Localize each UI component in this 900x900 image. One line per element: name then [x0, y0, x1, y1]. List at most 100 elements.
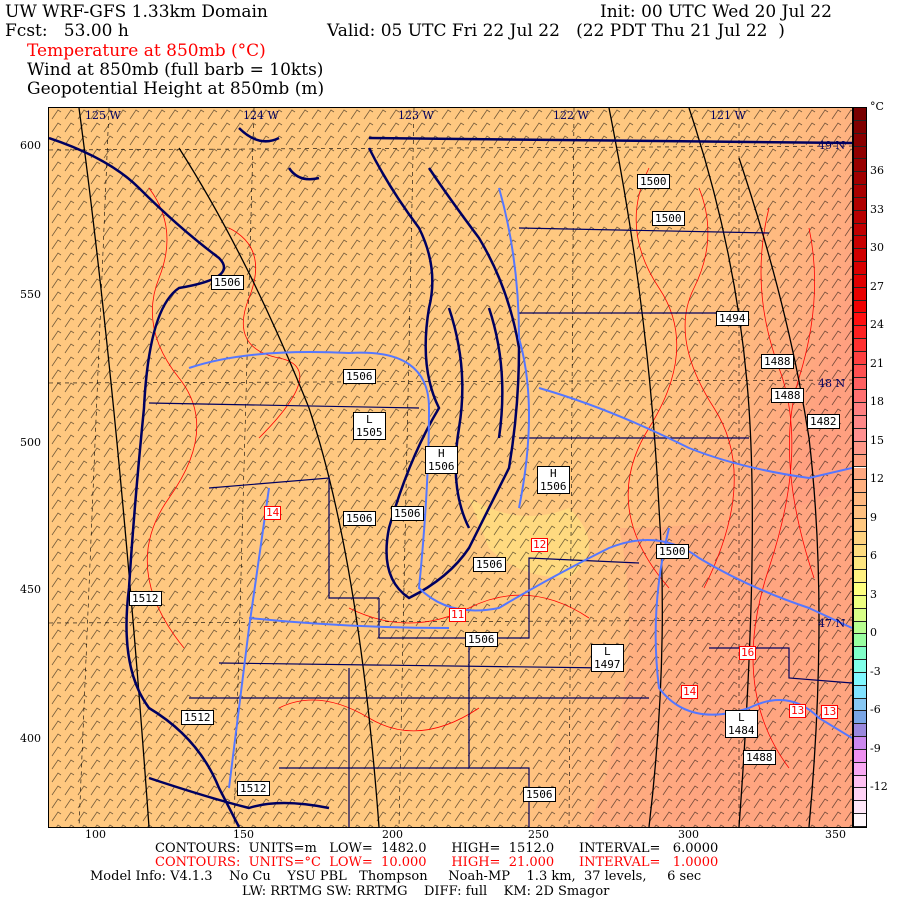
- colorbar-box: [854, 506, 866, 519]
- height-contour-label: 1506: [391, 506, 424, 521]
- colorbar-box: [854, 416, 866, 429]
- colorbar-box: [854, 120, 866, 134]
- colorbar-box: [854, 749, 866, 763]
- temperature-contour-label: 12: [531, 538, 549, 552]
- county-lines: [148, 227, 853, 827]
- colorbar-box: [854, 775, 866, 789]
- colorbar-box: [854, 814, 866, 827]
- colorbar-box: [854, 737, 866, 750]
- model-info-physics: LW: RRTMG SW: RRTMG DIFF: full KM: 2D Sm…: [242, 884, 610, 899]
- height-contour-label: 1506: [343, 369, 376, 384]
- height-contour-info: CONTOURS: UNITS=m LOW= 1482.0 HIGH= 1512…: [155, 841, 719, 856]
- height-contour-label: 1488: [761, 354, 794, 369]
- colorbar-box: [854, 133, 866, 147]
- colorbar-box: [854, 518, 866, 532]
- height-contour-label: 1500: [652, 211, 685, 226]
- colorbar-box: [854, 403, 866, 417]
- colorbar-box: [854, 146, 866, 160]
- colorbar-box: [854, 698, 866, 712]
- x-tick: 250: [528, 828, 549, 841]
- colorbar-box: [854, 236, 866, 250]
- colorbar-box: [854, 287, 866, 301]
- y-tick: 500: [20, 436, 41, 449]
- height-contour-label: 1506: [465, 632, 498, 647]
- colorbar-box: [854, 570, 866, 584]
- colorbar-box: [854, 724, 866, 738]
- colorbar-box: [854, 801, 866, 815]
- colorbar-box: [854, 351, 866, 365]
- temperature-contour-label: 11: [449, 608, 467, 622]
- colorbar-box: [854, 159, 866, 173]
- colorbar-label: 15: [870, 433, 884, 447]
- colorbar-box: [854, 300, 866, 314]
- colorbar-box: [854, 210, 866, 224]
- colorbar-box: [854, 672, 866, 686]
- colorbar-box: [854, 711, 866, 725]
- lat-label: 47 N: [818, 617, 846, 630]
- height-contour-label: 1512: [237, 781, 270, 796]
- colorbar-box: [854, 621, 866, 635]
- height-contour-label: 1506: [523, 787, 556, 802]
- lat-label: 49 N: [818, 139, 846, 152]
- height-contour-label: L 1505: [353, 412, 386, 440]
- field-wind: Wind at 850mb (full barb = 10kts): [27, 60, 324, 80]
- x-tick: 100: [85, 828, 106, 841]
- colorbar-box: [854, 223, 866, 237]
- height-contour-label: 1512: [129, 591, 162, 606]
- height-contour-label: 1500: [656, 544, 689, 559]
- colorbar-label: 12: [870, 472, 884, 486]
- colorbar-box: [854, 428, 866, 442]
- colorbar-box: [854, 788, 866, 802]
- colorbar-box: [854, 172, 866, 186]
- height-contour-label: 1500: [637, 174, 670, 189]
- colorbar-box: [854, 595, 866, 609]
- forecast-hour: Fcst: 53.00 h: [5, 21, 129, 41]
- y-tick: 600: [20, 139, 41, 152]
- y-tick: 450: [20, 583, 41, 596]
- colorbar-label: 27: [870, 279, 884, 293]
- rivers: [188, 187, 853, 789]
- model-title: UW WRF-GFS 1.33km Domain: [5, 2, 268, 22]
- valid-time: Valid: 05 UTC Fri 22 Jul 22 (22 PDT Thu …: [327, 21, 785, 41]
- colorbar-box: [854, 454, 866, 468]
- colorbar-box: [854, 608, 866, 622]
- colorbar-box: [854, 326, 866, 340]
- colorbar-label: -12: [870, 780, 888, 794]
- height-contour-label: L 1497: [591, 644, 624, 672]
- colorbar-label: -6: [870, 703, 881, 717]
- colorbar-box: [854, 762, 866, 776]
- colorbar-label: 0: [870, 626, 877, 640]
- colorbar-label: -9: [870, 741, 881, 755]
- height-contour-label: 1506: [211, 275, 244, 290]
- colorbar-box: [854, 377, 866, 391]
- temperature-contours: [146, 167, 816, 769]
- colorbar-box: [854, 685, 866, 699]
- colorbar-box: [854, 544, 866, 558]
- colorbar-box: [854, 557, 866, 571]
- coastline-and-borders: [48, 127, 853, 828]
- colorbar-box: [854, 493, 866, 506]
- colorbar-label: -3: [870, 664, 881, 678]
- colorbar-label: 9: [870, 510, 877, 524]
- height-contour-label: 1506: [343, 511, 376, 526]
- height-contours: [78, 107, 820, 828]
- y-tick: 400: [20, 732, 41, 745]
- colorbar-box: [854, 467, 866, 481]
- colorbar-label: 3: [870, 587, 877, 601]
- colorbar-label: 24: [870, 318, 884, 332]
- temperature-contour-label: 14: [681, 685, 699, 699]
- colorbar-box: [854, 480, 866, 494]
- field-temperature: Temperature at 850mb (°C): [27, 41, 266, 61]
- colorbar-box: [854, 108, 866, 121]
- colorbar-box: [854, 660, 866, 673]
- x-tick: 150: [233, 828, 254, 841]
- colorbar-label: 30: [870, 241, 884, 255]
- y-tick: 550: [20, 288, 41, 301]
- colorbar-box: [854, 647, 866, 661]
- x-tick: 200: [382, 828, 403, 841]
- temperature-contour-label: 13: [789, 704, 807, 718]
- height-contour-label: H 1506: [425, 446, 458, 474]
- colorbar-box: [854, 249, 866, 263]
- height-contour-label: 1482: [807, 414, 840, 429]
